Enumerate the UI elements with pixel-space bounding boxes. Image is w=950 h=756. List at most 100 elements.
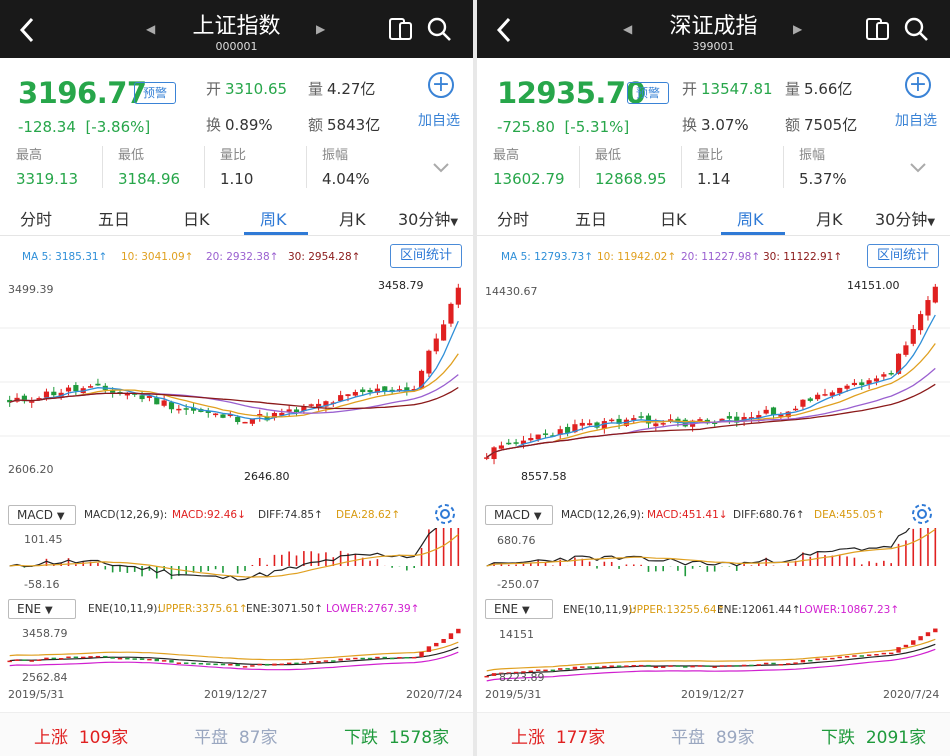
ene-lower-line: [486, 648, 936, 682]
candlestick: [565, 423, 571, 437]
ene-candle: [103, 655, 108, 658]
back-arrow-icon[interactable]: [491, 14, 519, 46]
tab-daily-k[interactable]: 日K: [660, 210, 687, 229]
ene-candle: [535, 669, 541, 672]
period-tabs: 分时 五日 日K 周K 月K 30分钟▼: [477, 194, 950, 236]
candlestick: [513, 438, 519, 446]
candlestick: [161, 395, 167, 408]
ene-candle: [206, 663, 211, 665]
axis-max-label: 14430.67: [485, 285, 538, 298]
chevron-down-icon[interactable]: [909, 162, 927, 174]
ene-candle: [918, 636, 923, 641]
kline-chart[interactable]: [0, 272, 473, 490]
ene-candle: [506, 672, 511, 674]
price-alert-button[interactable]: 预警: [134, 82, 176, 104]
ene-chart[interactable]: [0, 622, 473, 686]
turnover-value: 3.07%: [701, 116, 749, 134]
tab-daily-k[interactable]: 日K: [183, 210, 210, 229]
candlestick: [14, 393, 20, 403]
add-watchlist-button[interactable]: 加自选: [418, 113, 460, 129]
change-value: -725.80: [497, 118, 555, 136]
range-stats-button[interactable]: 区间统计: [867, 244, 939, 268]
tab-30-minute[interactable]: 30分钟▼: [398, 206, 458, 230]
ene-candle: [125, 657, 130, 660]
header-bar: ◀ 深证成指 399001 ▶: [477, 0, 950, 58]
ene-candle: [594, 666, 600, 668]
search-icon[interactable]: [426, 16, 452, 42]
active-tab-indicator: [721, 232, 785, 235]
tab-30-minute[interactable]: 30分钟▼: [875, 206, 935, 230]
tab-weekly-k[interactable]: 周K: [260, 210, 287, 229]
kline-chart[interactable]: [477, 272, 950, 490]
open-price: 开 3310.65: [206, 78, 287, 99]
ene-candle: [154, 658, 159, 662]
open-value: 13547.81: [701, 80, 773, 98]
ene-candle: [786, 663, 791, 665]
settings-gear-icon[interactable]: [910, 502, 934, 526]
macd-indicator-select[interactable]: MACD ▼: [485, 505, 553, 525]
ene-indicator-select[interactable]: ENE ▼: [485, 599, 553, 619]
settings-gear-icon[interactable]: [433, 502, 457, 526]
stat-value: 13602.79: [493, 170, 565, 188]
ene-candle: [499, 672, 504, 675]
range-stats-button[interactable]: 区间统计: [390, 244, 462, 268]
ene-candle: [602, 665, 607, 668]
price-alert-button[interactable]: 预警: [627, 82, 669, 104]
stat-label: 振幅: [799, 148, 826, 163]
macd-min-label: -250.07: [497, 578, 540, 591]
ene-candle: [139, 658, 145, 660]
ene-candle: [859, 655, 864, 657]
date-start: 2019/5/31: [8, 688, 65, 701]
multi-screen-icon[interactable]: [388, 16, 414, 42]
search-icon[interactable]: [903, 16, 929, 42]
next-stock-icon[interactable]: ▶: [793, 22, 803, 36]
tab-monthly-k[interactable]: 月K: [339, 210, 366, 229]
candlestick: [881, 372, 887, 381]
ene-candle: [888, 652, 894, 655]
tab-five-day[interactable]: 五日: [575, 210, 608, 229]
ene-candle: [22, 659, 27, 661]
ene-upper-value: UPPER:3375.61↑: [158, 603, 248, 615]
add-watchlist-icon[interactable]: +: [428, 72, 454, 98]
ene-candle: [279, 663, 285, 666]
ene-candle: [653, 666, 659, 669]
candlestick: [36, 396, 42, 400]
amount: 额 5843亿: [308, 114, 380, 135]
ene-candle: [176, 662, 182, 664]
macd-chart[interactable]: [477, 528, 950, 594]
back-arrow-icon[interactable]: [14, 14, 42, 46]
prev-stock-icon[interactable]: ◀: [623, 22, 633, 36]
turnover-label: 换: [682, 116, 698, 134]
multi-screen-icon[interactable]: [865, 16, 891, 42]
add-watchlist-icon[interactable]: +: [905, 72, 931, 98]
axis-max-label: 3499.39: [8, 283, 54, 296]
ene-candle: [301, 661, 307, 664]
ene-params: ENE(10,11,9):: [563, 604, 636, 616]
add-watchlist-button[interactable]: 加自选: [895, 113, 937, 129]
volume-value: 4.27亿: [327, 80, 376, 98]
ene-candle: [183, 662, 189, 664]
low-marker-label: 2646.80: [244, 470, 290, 483]
tab-weekly-k[interactable]: 周K: [737, 210, 764, 229]
macd-indicator-select[interactable]: MACD ▼: [8, 505, 76, 525]
ene-candle: [14, 659, 20, 661]
ene-chart[interactable]: [477, 622, 950, 686]
candlestick: [168, 400, 175, 414]
tab-intraday[interactable]: 分时: [497, 210, 530, 229]
tab-five-day[interactable]: 五日: [98, 210, 131, 229]
prev-stock-icon[interactable]: ◀: [146, 22, 156, 36]
ene-candle: [110, 657, 115, 659]
ene-candle: [242, 666, 248, 668]
unchanged-label: 平盘: [671, 728, 705, 748]
ene-indicator-select[interactable]: ENE ▼: [8, 599, 76, 619]
candlestick: [249, 418, 255, 426]
tab-monthly-k[interactable]: 月K: [816, 210, 843, 229]
macd-chart[interactable]: [0, 528, 473, 594]
macd-value: MACD:92.46↓: [172, 509, 246, 521]
tab-intraday[interactable]: 分时: [20, 210, 53, 229]
stock-code: 000001: [215, 40, 258, 53]
stat-label: 振幅: [322, 148, 349, 163]
next-stock-icon[interactable]: ▶: [316, 22, 326, 36]
chevron-down-icon[interactable]: [432, 162, 450, 174]
ene-candle: [220, 663, 226, 666]
